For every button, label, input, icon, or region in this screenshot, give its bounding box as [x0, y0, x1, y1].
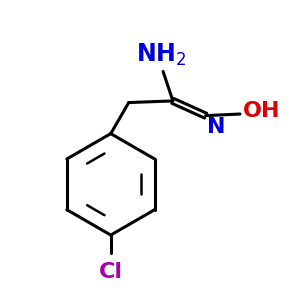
Text: N: N	[207, 117, 226, 137]
Text: NH$_2$: NH$_2$	[136, 41, 187, 68]
Text: Cl: Cl	[99, 262, 123, 282]
Text: OH: OH	[243, 101, 280, 122]
